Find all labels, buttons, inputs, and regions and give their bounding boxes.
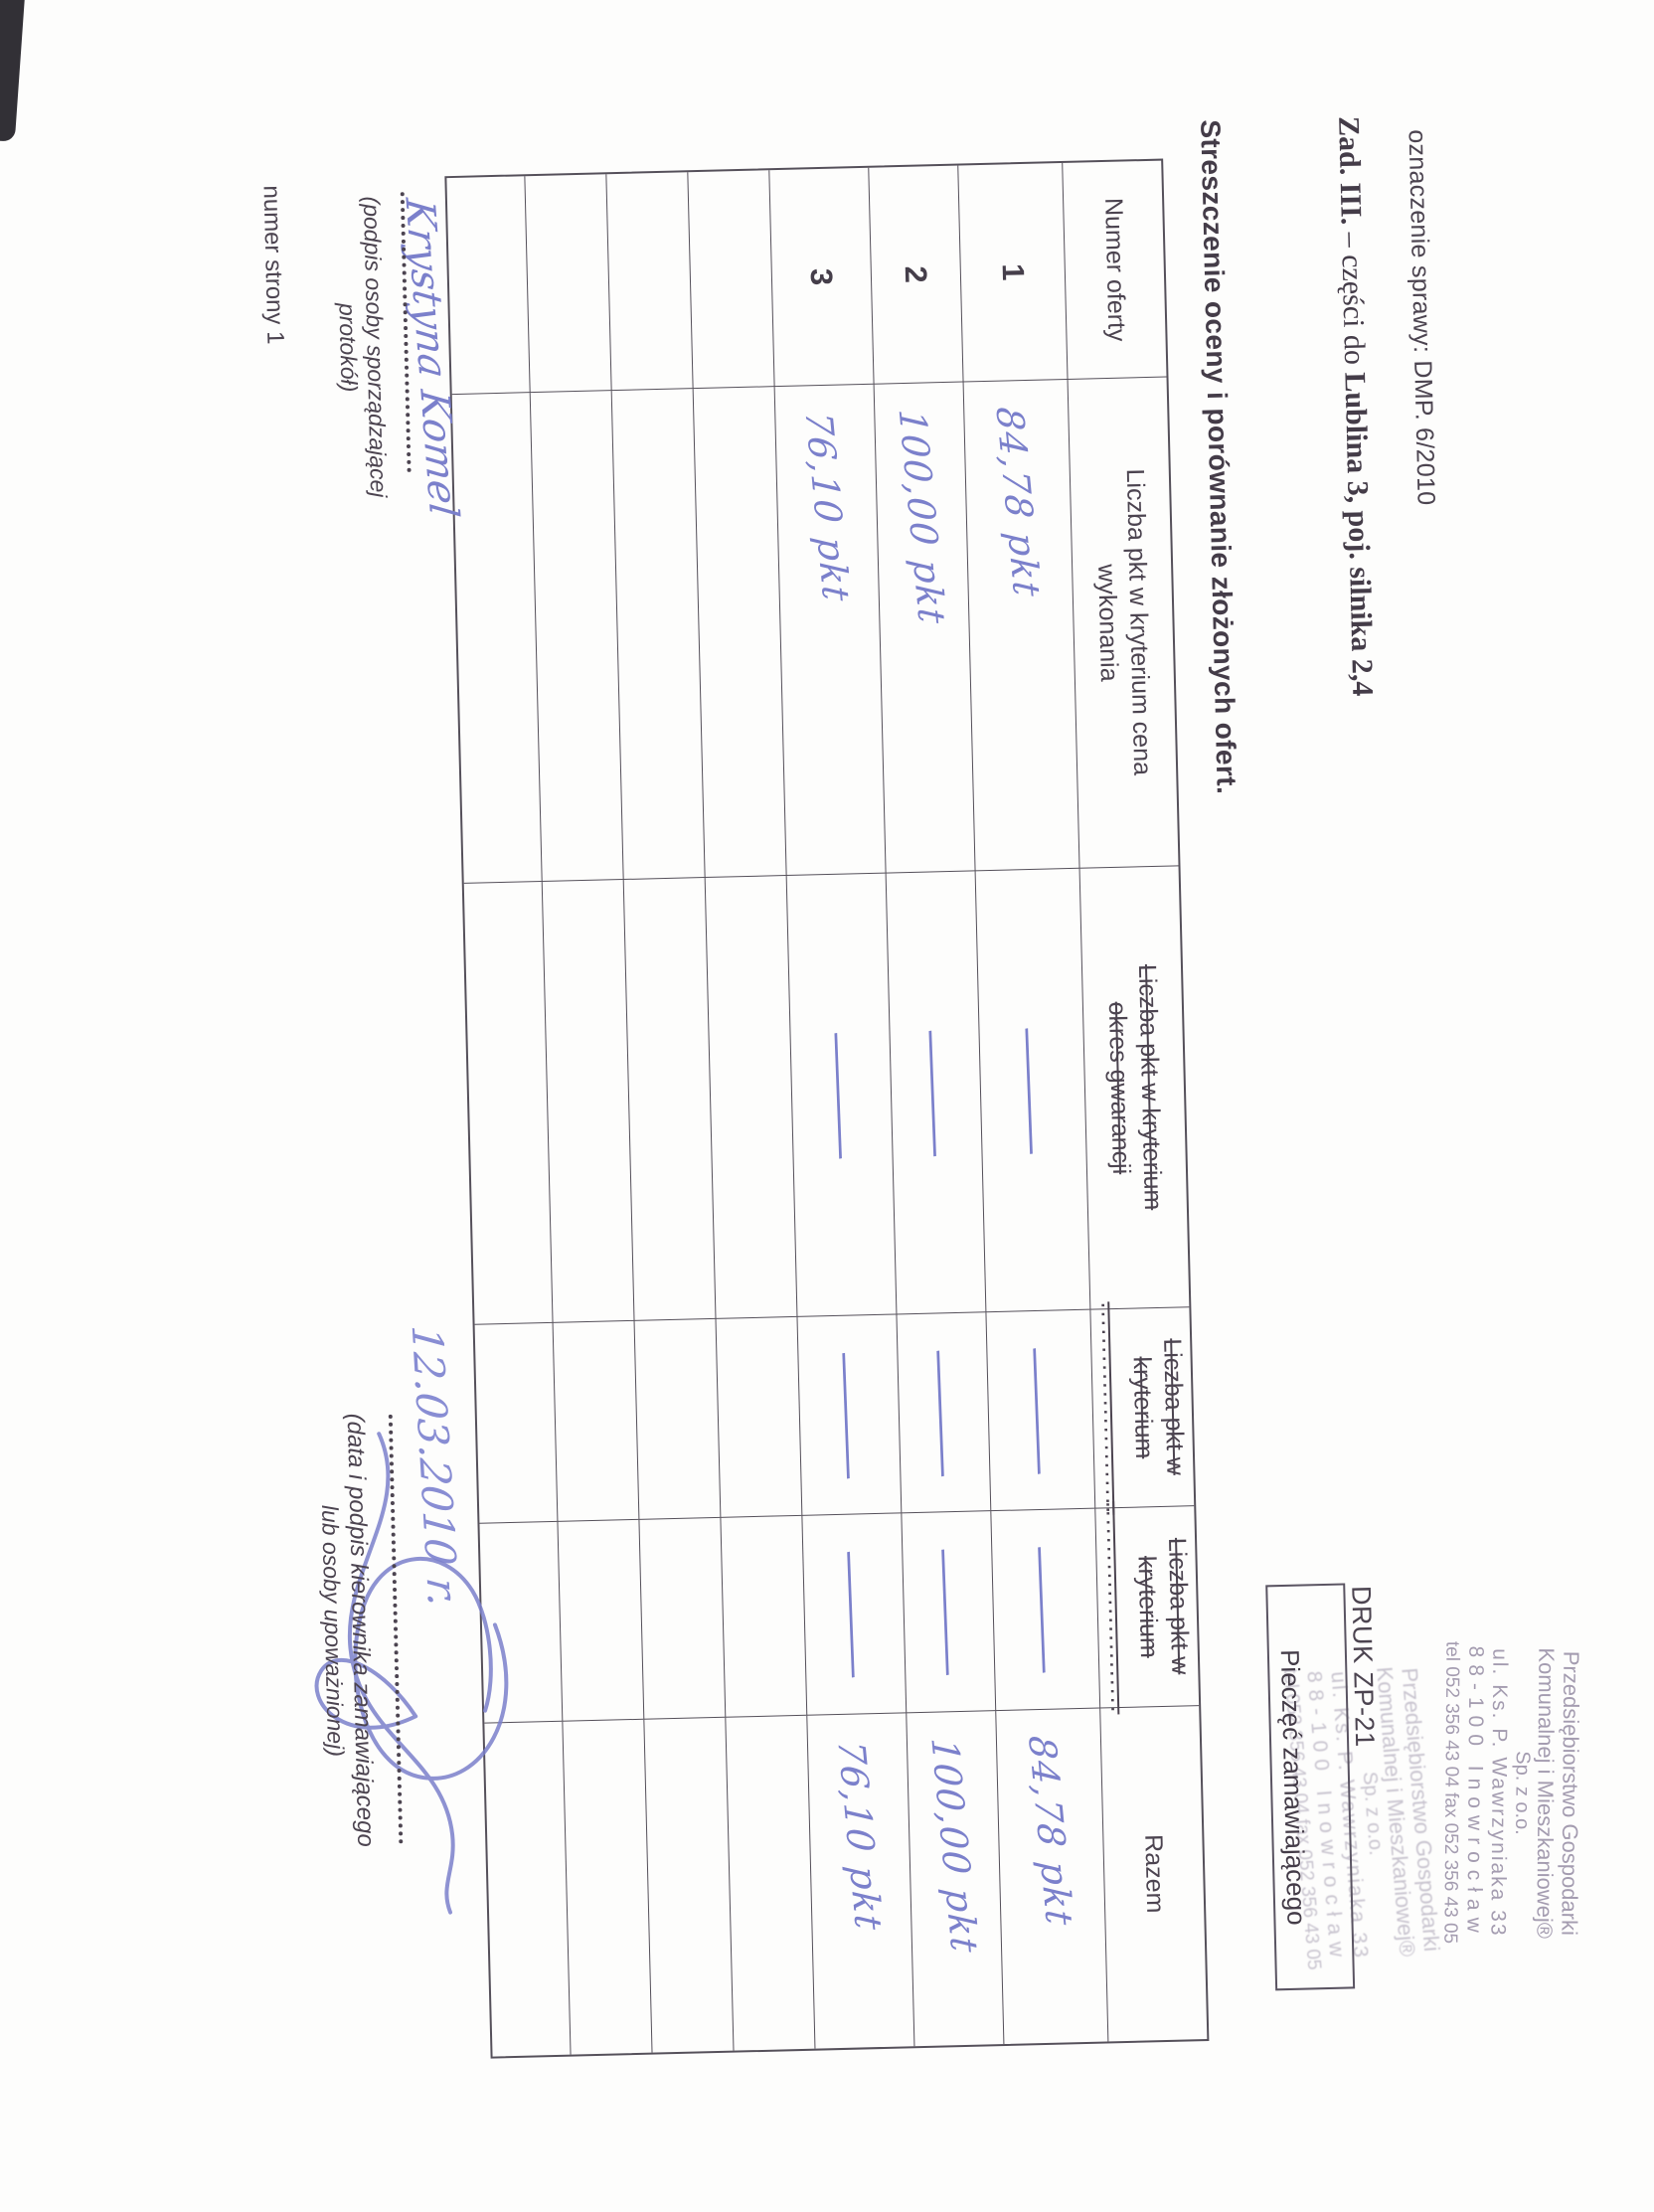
column-header-kryterium-blank-1-struck: Liczba pkt w kryterium .................…: [1089, 1301, 1195, 1515]
orderer-stamp-box-label: Pieczęć zamawiającego: [1274, 1648, 1312, 1926]
row-2-kryterium1-dash: —: [896, 1312, 991, 1514]
empty-row-cell: [715, 1316, 802, 1518]
header-dotted-blank: ........................: [1095, 1301, 1129, 1516]
task-title-line: Zad. III. – części do Lublina 3, poj. si…: [1331, 116, 1379, 697]
stamp-line: Przedsiębiorstwo Gospodarki: [1557, 1650, 1584, 1937]
empty-row-cell: [541, 880, 634, 1323]
offers-evaluation-table: Numer oferty Liczba pkt w kryterium cena…: [444, 158, 1210, 2059]
column-header-kryterium-blank-2-struck: Liczba pkt w kryterium .................…: [1094, 1500, 1200, 1715]
handwritten-dash: —: [921, 1538, 976, 1685]
offer-number: 1: [995, 262, 1032, 281]
empty-row-cell: [446, 176, 530, 396]
header-label-strikethrough: Liczba pkt w kryterium: [1127, 1338, 1190, 1476]
row-3-kryterium2-dash: —: [801, 1513, 907, 1716]
handwritten-value: 100,00 pkt: [890, 409, 954, 626]
empty-row-cell: [529, 391, 623, 883]
row-1-cena-points: 84,78 pkt: [962, 379, 1079, 872]
row-1-gwarancja-dash: —: [974, 868, 1090, 1313]
handwritten-value: 100,00 pkt: [922, 1737, 986, 1955]
row-1-kryterium2-dash: —: [990, 1508, 1100, 1712]
header-label-strikethrough: Liczba pkt w kryterium: [1132, 1537, 1195, 1675]
handwritten-dash: —: [909, 1019, 963, 1166]
orderer-stamp-box: Pieczęć zamawiającego: [1265, 1583, 1356, 1991]
row-3-cena-points: 76,10 pkt: [773, 384, 886, 877]
empty-row-cell: [687, 170, 774, 390]
header-dotted-blank: ........................: [1100, 1500, 1134, 1715]
empty-row-cell: [638, 1517, 726, 1720]
row-1-razem-points: 84,78 pkt: [995, 1708, 1108, 2045]
row-3-razem-points: 76,10 pkt: [806, 1713, 914, 2049]
header-label: Liczba pkt w kryterium cena: [1121, 468, 1157, 776]
task-subject: Lublina 3, poj. silnika 2,4: [1338, 371, 1380, 697]
handwritten-dash: —: [822, 1341, 877, 1488]
stamp-line: ul. Ks. P. Wawrzyniaka 33: [1486, 1648, 1512, 1938]
handwritten-dash: —: [1005, 1017, 1060, 1163]
header-label-strikethrough: Liczba pkt w kryterium: [1133, 963, 1168, 1211]
empty-row-cell: [610, 389, 705, 881]
author-signature-caption: (podpis osoby sporządzającej protokół): [334, 196, 393, 498]
row-3-kryterium1-dash: —: [796, 1314, 902, 1516]
stamp-line: Komunalnej i Mieszkaniowej®: [1532, 1647, 1560, 1940]
manager-signature-flourish: [314, 1432, 509, 1915]
handwritten-value: 76,10 pkt: [829, 1739, 891, 1933]
row-2-cena-points: 100,00 pkt: [873, 382, 975, 874]
page-number-label: numer strony 1: [257, 185, 289, 345]
column-header-razem: Razem: [1099, 1706, 1208, 2042]
empty-row-cell: [605, 172, 693, 392]
stamp-line: 88-100 Inowrocław: [1462, 1645, 1488, 1940]
column-header-cena-wykonania: Liczba pkt w kryterium cena wykonania: [1067, 377, 1179, 869]
row-3-gwarancja-dash: —: [785, 873, 897, 1317]
empty-row-cell: [463, 882, 553, 1325]
empty-row-cell: [562, 1719, 652, 2055]
header-label: Numer oferty: [1099, 197, 1131, 342]
druk-form-label: DRUK ZP-21: [1346, 1585, 1381, 1748]
row-2-razem-points: 100,00 pkt: [906, 1711, 1004, 2047]
handwritten-value: 76,10 pkt: [796, 411, 858, 603]
row-2-gwarancja-dash: —: [885, 871, 986, 1315]
empty-row-cell: [692, 387, 786, 879]
row-3-offer-number: 3: [768, 167, 874, 388]
offer-number: 3: [804, 267, 840, 286]
row-1-kryterium1-dash: —: [985, 1309, 1095, 1512]
empty-row-cell: [524, 174, 611, 394]
header-label: wykonania: [1092, 564, 1124, 682]
handwritten-value: 84,78 pkt: [1020, 1735, 1081, 1928]
empty-row-cell: [643, 1717, 734, 2053]
offer-number: 2: [899, 265, 934, 284]
empty-row-cell: [633, 1318, 721, 1520]
task-middle-text: – części do: [1334, 224, 1372, 373]
empty-row-cell: [720, 1515, 807, 1718]
empty-row-cell: [725, 1715, 815, 2051]
empty-row-cell: [451, 393, 542, 884]
company-stamp-impression-1: Przedsiębiorstwo Gospodarki Komunalnej i…: [1438, 1604, 1584, 1982]
handwritten-dash: —: [827, 1541, 882, 1687]
report-title: Streszczenie oceny i porównanie złożonyc…: [1195, 118, 1242, 795]
empty-row-cell: [704, 876, 797, 1319]
row-2-kryterium2-dash: —: [901, 1511, 996, 1714]
handwritten-dash: —: [1018, 1536, 1073, 1683]
handwritten-dash: —: [916, 1339, 971, 1486]
task-number: Zad. III.: [1332, 115, 1368, 226]
handwritten-value: 84,78 pkt: [987, 406, 1050, 598]
column-header-numer-oferty: Numer oferty: [1062, 160, 1167, 380]
empty-row-cell: [557, 1519, 644, 1722]
empty-row-cell: [622, 878, 716, 1321]
case-number-line: oznaczenie sprawy: DMP. 6/2010: [1403, 128, 1440, 506]
header-label-strikethrough: okres gwarancji: [1103, 1001, 1136, 1175]
handwritten-dash: —: [814, 1021, 869, 1168]
handwritten-dash: —: [1013, 1337, 1068, 1483]
header-label: Razem: [1139, 1833, 1170, 1914]
row-2-offer-number: 2: [868, 165, 963, 385]
stamp-line: Sp. z o.o.: [1511, 1751, 1534, 1835]
column-header-okres-gwarancji-struck: Liczba pkt w kryterium okres gwarancji: [1078, 866, 1190, 1310]
empty-row-cell: [552, 1320, 639, 1522]
row-1-offer-number: 1: [957, 163, 1068, 383]
